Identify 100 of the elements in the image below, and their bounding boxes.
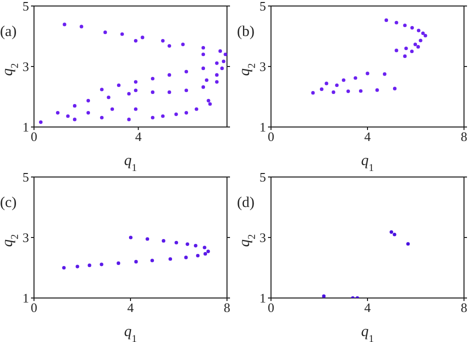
point [103,30,107,34]
y-tick-label: 5 [22,0,29,14]
point [174,112,178,116]
point [204,78,208,82]
point [416,28,420,32]
point [218,49,222,53]
point [174,240,178,244]
text: (a) [0,24,17,40]
point [201,85,206,89]
y-tick-label: 1 [22,120,29,135]
y-tick-label: 1 [22,290,29,306]
point [88,264,92,268]
point [215,73,219,77]
point [150,116,154,120]
point [116,261,120,265]
point [384,18,388,22]
point [196,254,200,258]
x-axis-title: q$_{1}$ [124,324,137,342]
y-tick-label: 1 [260,120,266,135]
point [382,72,386,76]
point [335,83,339,88]
point [150,258,154,262]
x-tick-label: 8 [224,300,230,316]
point [162,239,166,243]
point [366,72,370,76]
point [418,38,422,42]
point [375,88,379,92]
point [72,118,76,122]
point [186,242,190,246]
y-tick-label: 3 [22,230,29,246]
x-axis-title: q$_{1}$ [361,324,374,342]
point [201,46,206,50]
point [146,237,150,241]
point [403,24,407,28]
point [120,32,124,36]
x-tick-label: 4 [135,129,142,144]
y-tick-label: 3 [260,59,266,74]
x-axis-title: q$_{1}$ [361,153,374,174]
point [56,111,60,115]
x-tick-label: 8 [460,300,468,316]
point [100,262,104,266]
point [215,80,219,84]
point [128,236,133,240]
point [204,252,208,256]
x-axis-title: q$_{1}$ [124,153,137,174]
point [168,90,172,94]
point [62,266,66,270]
point [140,36,144,40]
point [86,98,90,102]
y-tick-label: 3 [22,59,29,74]
point [346,90,350,94]
point [394,20,398,24]
point [127,118,131,122]
point [358,89,363,93]
point [161,39,165,43]
x-tick-label: 8 [460,129,468,144]
point [168,73,172,77]
point [332,90,336,94]
point [394,48,398,52]
y-tick-label: 5 [260,170,266,185]
x-tick-label: 0 [30,129,38,144]
point [184,70,188,74]
point [202,246,206,250]
point [134,107,138,111]
point [127,92,131,96]
point [220,66,224,70]
point [206,250,210,254]
point [392,232,396,236]
point [86,111,90,115]
text: (d) [237,195,254,211]
point [222,60,226,64]
point [66,114,70,118]
point [322,294,326,298]
point [406,242,410,246]
point [194,244,198,248]
point [410,26,414,30]
point [181,42,185,46]
y-tick-label: 5 [22,170,29,185]
point [100,116,104,120]
point [184,111,188,115]
point [201,52,206,56]
x-tick-label: 0 [30,300,38,316]
point [62,22,66,26]
point [134,80,138,84]
point [110,107,114,111]
point [215,61,219,65]
point [201,66,206,70]
y-tick-label: 5 [260,0,266,14]
point [134,260,138,264]
point [392,86,397,90]
y-tick-label: 3 [260,230,266,246]
point [116,83,121,88]
y-tick-label: 1 [260,290,266,306]
point [390,230,394,234]
point [342,78,346,82]
point [184,88,188,92]
point [161,114,165,118]
point [100,88,104,92]
point [421,31,425,36]
point [80,24,84,28]
